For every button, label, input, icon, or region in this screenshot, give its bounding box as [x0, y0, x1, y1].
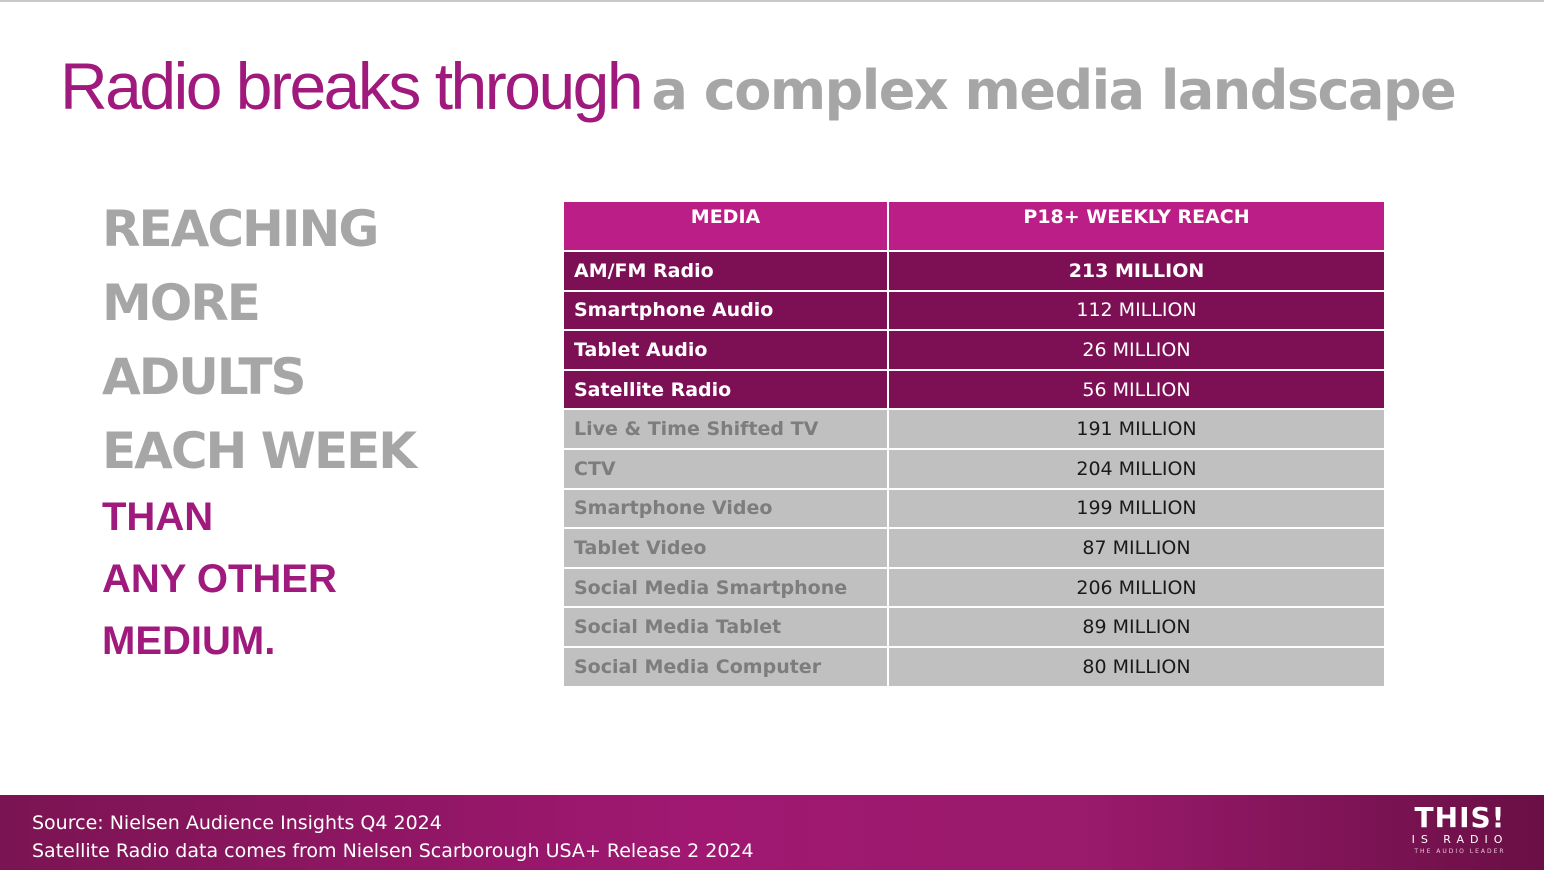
table-row: Tablet Video 87 MILLION — [562, 527, 1386, 569]
table-row: Smartphone Video 199 MILLION — [562, 487, 1386, 530]
tagline: REACHING MORE ADULTS EACH WEEK THAN ANY … — [102, 192, 522, 672]
media-cell: CTV — [562, 447, 889, 490]
logo-sub: IS RADIO — [1411, 833, 1509, 846]
media-cell: Tablet Video — [562, 527, 889, 569]
reach-cell: 80 MILLION — [887, 645, 1386, 688]
tagline-line-accent: THAN — [102, 495, 214, 539]
media-cell: Social Media Computer — [562, 645, 889, 688]
tagline-line-accent: MEDIUM. — [102, 619, 276, 663]
media-cell: Social Media Tablet — [562, 606, 889, 648]
table-row: Social Media Computer 80 MILLION — [562, 645, 1386, 688]
reach-cell: 213 MILLION — [887, 250, 1386, 292]
reach-cell: 26 MILLION — [887, 329, 1386, 371]
reach-cell: 199 MILLION — [887, 487, 1386, 530]
top-rule — [0, 0, 1544, 2]
reach-cell: 206 MILLION — [887, 566, 1386, 609]
reach-cell: 87 MILLION — [887, 527, 1386, 569]
media-cell: Tablet Audio — [562, 329, 889, 371]
footer-bar: Source: Nielsen Audience Insights Q4 202… — [0, 795, 1544, 870]
table-row: CTV 204 MILLION — [562, 447, 1386, 490]
table-row: Satellite Radio 56 MILLION — [562, 368, 1386, 411]
logo-tag: THE AUDIO LEADER — [1414, 848, 1506, 855]
tagline-line: MORE — [102, 274, 261, 332]
title-highlight: Radio breaks through — [60, 49, 644, 123]
table-row: Social Media Tablet 89 MILLION — [562, 606, 1386, 648]
this-is-radio-logo: THIS! IS RADIO THE AUDIO LEADER — [1398, 803, 1522, 857]
media-cell: Social Media Smartphone — [562, 566, 889, 609]
table-header-row: MEDIA P18+ WEEKLY REACH — [562, 200, 1386, 252]
source-line: Satellite Radio data comes from Nielsen … — [32, 840, 754, 862]
tagline-line-accent: ANY OTHER — [102, 557, 337, 601]
media-cell: Satellite Radio — [562, 368, 889, 411]
tagline-line: EACH WEEK — [102, 422, 417, 480]
source-note: Source: Nielsen Audience Insights Q4 202… — [32, 809, 754, 865]
media-cell: AM/FM Radio — [562, 250, 889, 292]
reach-cell: 89 MILLION — [887, 606, 1386, 648]
table-row: Live & Time Shifted TV 191 MILLION — [562, 408, 1386, 450]
reach-cell: 191 MILLION — [887, 408, 1386, 450]
media-cell: Smartphone Video — [562, 487, 889, 530]
table-row: AM/FM Radio 213 MILLION — [562, 250, 1386, 292]
media-cell: Live & Time Shifted TV — [562, 408, 889, 450]
reach-cell: 204 MILLION — [887, 447, 1386, 490]
title-rest: a complex media landscape — [651, 59, 1457, 122]
tagline-line: REACHING — [102, 200, 379, 258]
table-row: Tablet Audio 26 MILLION — [562, 329, 1386, 371]
table-row: Social Media Smartphone 206 MILLION — [562, 566, 1386, 609]
weekly-reach-table: MEDIA P18+ WEEKLY REACH AM/FM Radio 213 … — [562, 200, 1386, 688]
tagline-line: ADULTS — [102, 348, 307, 406]
logo-main: THIS! — [1414, 801, 1506, 834]
reach-cell: 112 MILLION — [887, 289, 1386, 332]
table-row: Smartphone Audio 112 MILLION — [562, 289, 1386, 332]
reach-cell: 56 MILLION — [887, 368, 1386, 411]
media-cell: Smartphone Audio — [562, 289, 889, 332]
column-header-media: MEDIA — [562, 200, 889, 252]
column-header-reach: P18+ WEEKLY REACH — [887, 200, 1386, 252]
source-line: Source: Nielsen Audience Insights Q4 202… — [32, 812, 442, 834]
slide-title: Radio breaks through a complex media lan… — [60, 44, 1530, 147]
